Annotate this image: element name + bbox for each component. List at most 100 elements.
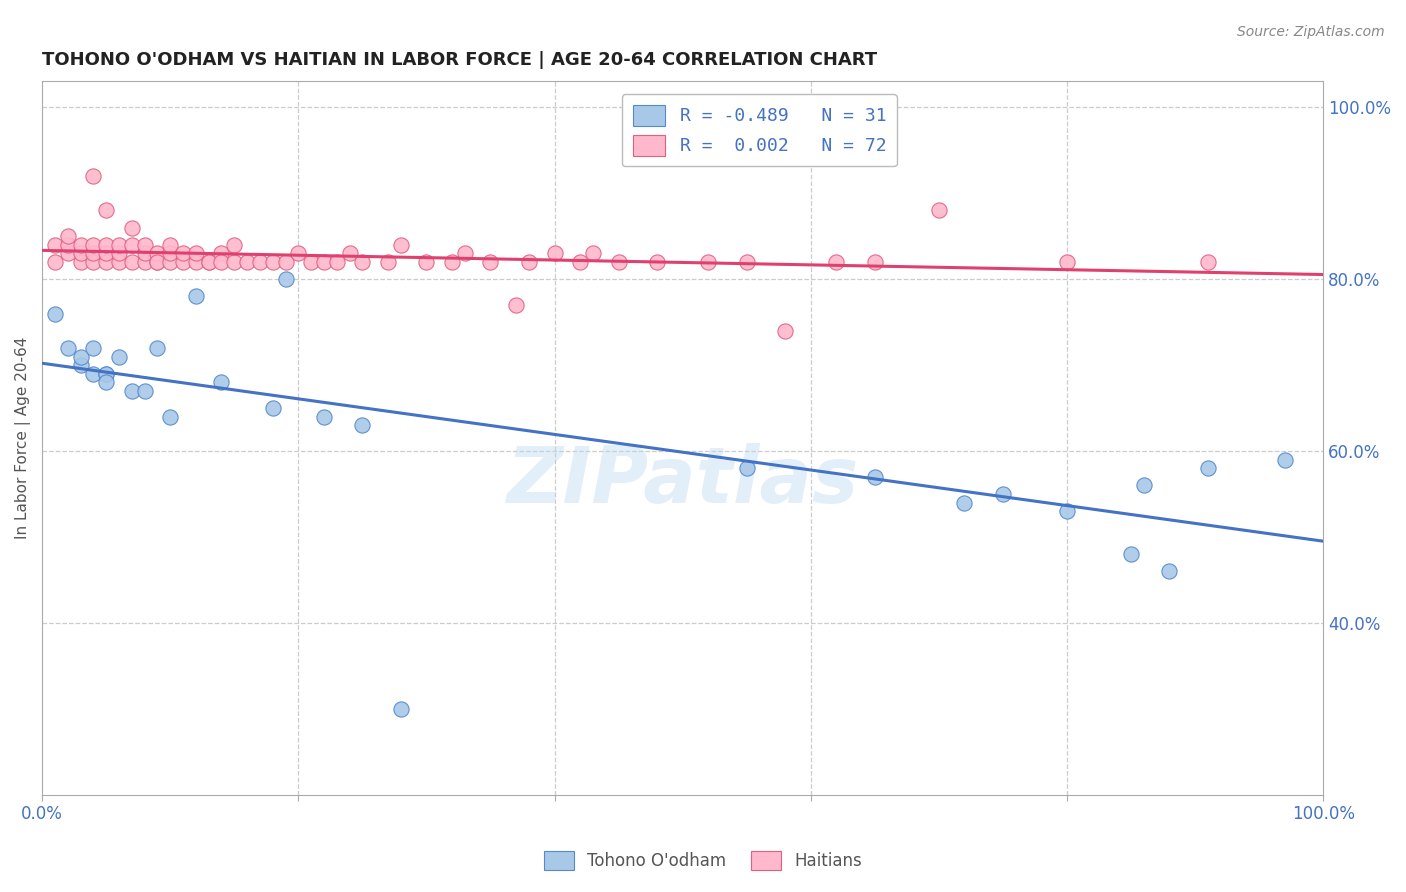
Point (441, 255, 464, 269)
Point (197, 255, 219, 269)
Point (863, 255, 886, 269)
Point (299, 255, 322, 269)
Point (352, 255, 374, 269)
Point (517, 255, 540, 269)
Point (134, 246, 156, 260)
Point (991, 487, 1014, 501)
Point (172, 255, 194, 269)
Point (863, 470, 886, 484)
Point (96, 376, 118, 390)
Point (569, 255, 592, 269)
Point (825, 255, 848, 269)
Point (184, 255, 207, 269)
Text: ZIPatlas: ZIPatlas (506, 443, 859, 519)
Point (415, 255, 437, 269)
Point (108, 246, 131, 260)
Point (96, 255, 118, 269)
Point (697, 255, 720, 269)
Point (159, 237, 181, 252)
Point (56, 246, 79, 260)
Point (274, 272, 297, 286)
Point (44, 255, 66, 269)
Point (184, 289, 207, 303)
Point (607, 255, 630, 269)
Point (82, 169, 104, 183)
Point (377, 255, 399, 269)
Point (1197, 461, 1219, 475)
Point (352, 418, 374, 433)
Point (82, 367, 104, 381)
Point (928, 203, 950, 218)
Point (134, 255, 156, 269)
Point (146, 255, 169, 269)
Point (454, 246, 477, 260)
Point (96, 237, 118, 252)
Point (134, 384, 156, 398)
Point (69, 255, 91, 269)
Point (69, 358, 91, 372)
Point (44, 306, 66, 320)
Point (121, 255, 143, 269)
Point (159, 246, 181, 260)
Point (1159, 565, 1181, 579)
Point (82, 237, 104, 252)
Point (224, 237, 246, 252)
Point (69, 237, 91, 252)
Point (82, 246, 104, 260)
Point (389, 237, 412, 252)
Point (56, 229, 79, 244)
Point (224, 255, 246, 269)
Point (1197, 255, 1219, 269)
Point (479, 255, 502, 269)
Point (146, 255, 169, 269)
Point (82, 341, 104, 355)
Point (1133, 478, 1156, 492)
Point (543, 246, 565, 260)
Point (953, 496, 976, 510)
Point (82, 255, 104, 269)
Point (69, 350, 91, 364)
Point (172, 246, 194, 260)
Point (108, 350, 131, 364)
Point (121, 384, 143, 398)
Point (1274, 452, 1296, 467)
Text: TOHONO O'ODHAM VS HAITIAN IN LABOR FORCE | AGE 20-64 CORRELATION CHART: TOHONO O'ODHAM VS HAITIAN IN LABOR FORCE… (42, 51, 877, 69)
Point (312, 409, 335, 424)
Point (505, 298, 527, 312)
Point (44, 237, 66, 252)
Point (249, 255, 271, 269)
Point (211, 376, 233, 390)
Point (134, 237, 156, 252)
Point (1056, 255, 1078, 269)
Point (96, 367, 118, 381)
Point (96, 367, 118, 381)
Point (146, 246, 169, 260)
Point (262, 255, 284, 269)
Point (146, 341, 169, 355)
Point (197, 255, 219, 269)
Point (326, 255, 349, 269)
Point (121, 237, 143, 252)
Y-axis label: In Labor Force | Age 20-64: In Labor Force | Age 20-64 (15, 337, 31, 540)
Point (211, 246, 233, 260)
Point (56, 237, 79, 252)
Point (159, 255, 181, 269)
Point (236, 255, 259, 269)
Point (108, 237, 131, 252)
Point (735, 255, 758, 269)
Point (274, 255, 297, 269)
Point (1056, 504, 1078, 518)
Point (773, 324, 796, 338)
Point (582, 246, 605, 260)
Point (159, 409, 181, 424)
Point (262, 401, 284, 416)
Point (96, 246, 118, 260)
Point (211, 255, 233, 269)
Point (56, 341, 79, 355)
Legend: Tohono O'odham, Haitians: Tohono O'odham, Haitians (537, 844, 869, 877)
Point (645, 255, 668, 269)
Point (96, 203, 118, 218)
Point (389, 702, 412, 716)
Point (121, 220, 143, 235)
Point (312, 255, 335, 269)
